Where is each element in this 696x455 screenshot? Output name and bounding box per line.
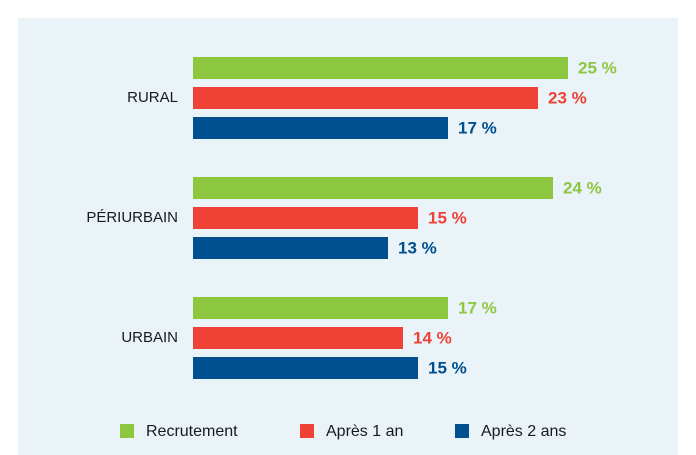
category-label: PÉRIURBAIN (86, 209, 178, 226)
bar (193, 327, 403, 349)
category-label: URBAIN (121, 329, 178, 346)
category-label: RURAL (127, 89, 178, 106)
value-label: 15 % (428, 358, 467, 377)
value-label: 13 % (398, 238, 437, 257)
value-label: 24 % (563, 178, 602, 197)
bar (193, 177, 553, 199)
value-label: 17 % (458, 298, 497, 317)
bar (193, 237, 388, 259)
legend-swatch (455, 424, 469, 438)
bar (193, 357, 418, 379)
panel (18, 18, 678, 455)
bar (193, 207, 418, 229)
legend-label: Après 1 an (326, 423, 403, 440)
legend-swatch (300, 424, 314, 438)
value-label: 15 % (428, 208, 467, 227)
bar (193, 87, 538, 109)
value-label: 17 % (458, 118, 497, 137)
bar (193, 117, 448, 139)
legend-label: Recrutement (146, 423, 238, 440)
bar (193, 57, 568, 79)
legend-label: Après 2 ans (481, 423, 566, 440)
bar (193, 297, 448, 319)
legend-swatch (120, 424, 134, 438)
value-label: 23 % (548, 88, 587, 107)
value-label: 14 % (413, 328, 452, 347)
value-label: 25 % (578, 58, 617, 77)
